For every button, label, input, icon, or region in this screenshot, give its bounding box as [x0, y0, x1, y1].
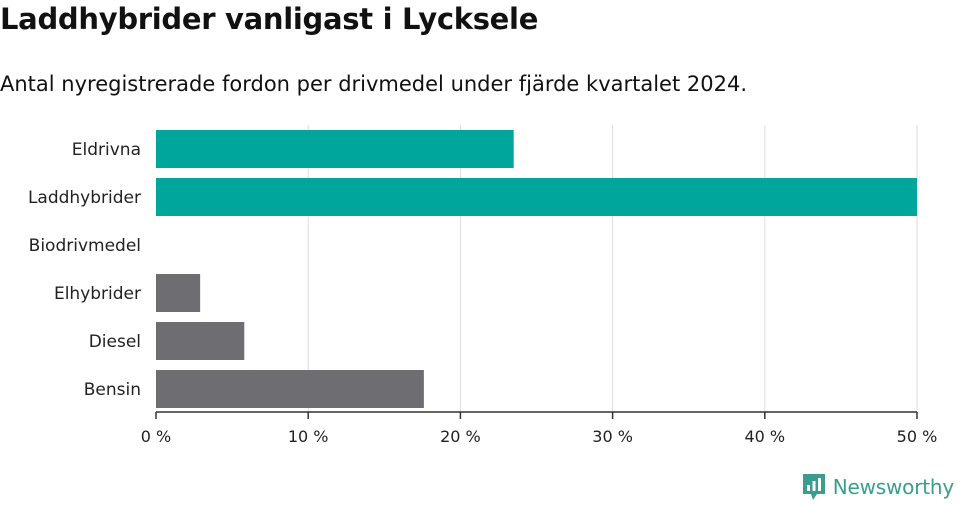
x-tick-label: 30 % [592, 427, 633, 446]
newsworthy-logo: Newsworthy [801, 472, 954, 502]
category-label: Diesel [89, 332, 141, 352]
bar [156, 322, 245, 360]
x-tick-label: 50 % [897, 427, 938, 446]
category-label: Elhybrider [54, 284, 141, 304]
grid-lines [307, 125, 918, 412]
x-tick-label: 0 % [141, 427, 171, 446]
bar [156, 274, 201, 312]
bar [156, 130, 514, 168]
bar-chart-logo-icon [802, 474, 825, 500]
chart-subtitle: Antal nyregistrerade fordon per drivmede… [0, 72, 748, 96]
chart-title: Laddhybrider vanligast i Lycksele [0, 2, 539, 36]
category-label: Laddhybrider [28, 188, 141, 208]
x-tick-label: 10 % [288, 427, 329, 446]
brand-name: Newsworthy [832, 475, 954, 499]
bar [156, 370, 424, 408]
category-labels: Eldrivna Laddhybrider Biodrivmedel Elhybrid… [28, 140, 141, 400]
category-label: Eldrivna [72, 140, 141, 160]
x-tick-label: 20 % [440, 427, 481, 446]
category-label: Bensin [84, 380, 141, 400]
bar [156, 178, 917, 216]
bars [156, 130, 917, 408]
category-label: Biodrivmedel [29, 236, 141, 256]
x-axis: 0 % 10 % 20 % 30 % 40 % 50 % [141, 411, 938, 446]
x-tick-label: 40 % [744, 427, 785, 446]
